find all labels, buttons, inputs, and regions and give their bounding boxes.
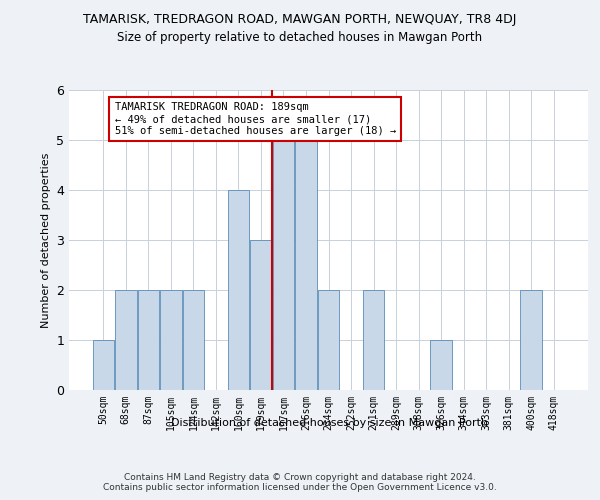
- Bar: [363, 290, 384, 390]
- Bar: [182, 290, 204, 390]
- Text: Contains HM Land Registry data © Crown copyright and database right 2024.
Contai: Contains HM Land Registry data © Crown c…: [103, 472, 497, 492]
- Bar: [295, 140, 317, 390]
- Bar: [250, 240, 272, 390]
- Text: Size of property relative to detached houses in Mawgan Porth: Size of property relative to detached ho…: [118, 31, 482, 44]
- Bar: [115, 290, 137, 390]
- Bar: [520, 290, 542, 390]
- Text: TAMARISK, TREDRAGON ROAD, MAWGAN PORTH, NEWQUAY, TR8 4DJ: TAMARISK, TREDRAGON ROAD, MAWGAN PORTH, …: [83, 12, 517, 26]
- Text: Distribution of detached houses by size in Mawgan Porth: Distribution of detached houses by size …: [172, 418, 488, 428]
- Bar: [160, 290, 182, 390]
- Bar: [228, 190, 249, 390]
- Bar: [318, 290, 339, 390]
- Bar: [273, 140, 294, 390]
- Bar: [92, 340, 114, 390]
- Y-axis label: Number of detached properties: Number of detached properties: [41, 152, 50, 328]
- Bar: [430, 340, 452, 390]
- Bar: [137, 290, 159, 390]
- Text: TAMARISK TREDRAGON ROAD: 189sqm
← 49% of detached houses are smaller (17)
51% of: TAMARISK TREDRAGON ROAD: 189sqm ← 49% of…: [115, 102, 396, 136]
